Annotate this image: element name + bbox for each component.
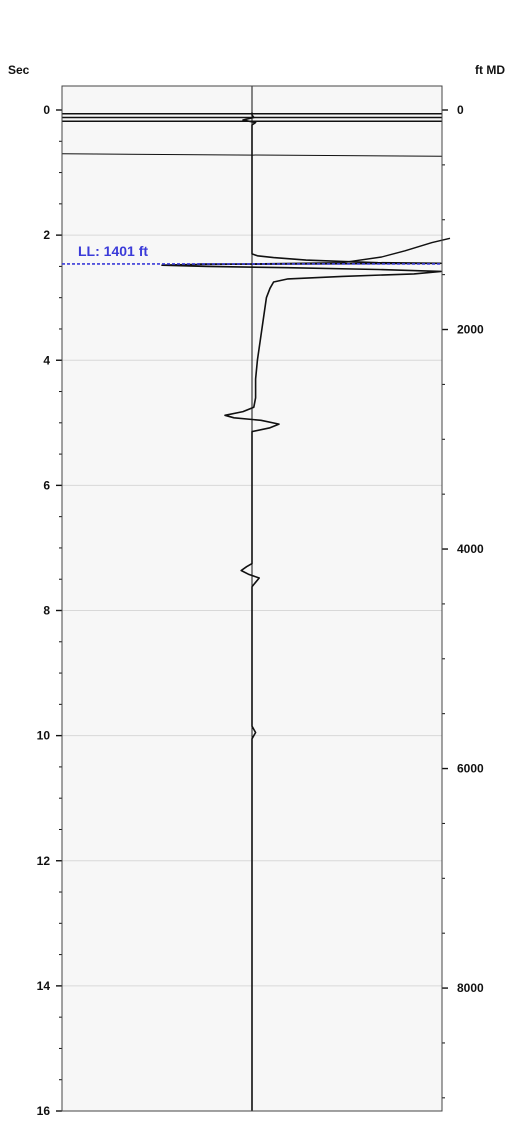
right-tick-label-8000: 8000: [457, 981, 484, 995]
ll-marker-label: LL: 1401 ft: [78, 243, 148, 259]
left-tick-label-6: 6: [43, 478, 50, 492]
plot-frame: [61, 85, 443, 1112]
right-tick-label-4000: 4000: [457, 542, 484, 556]
left-tick-label-14: 14: [37, 979, 51, 993]
left-axis-title: Sec: [8, 63, 30, 77]
left-tick-label-8: 8: [43, 604, 50, 618]
left-tick-label-2: 2: [43, 228, 50, 242]
left-tick-label-16: 16: [37, 1104, 51, 1118]
right-tick-label-2000: 2000: [457, 323, 484, 337]
trace-series-0: [161, 112, 442, 1111]
right-tick-label-0: 0: [457, 103, 464, 117]
left-tick-label-4: 4: [43, 353, 50, 367]
left-tick-label-12: 12: [37, 854, 51, 868]
left-tick-label-10: 10: [37, 729, 51, 743]
right-axis-ticks: 0 2000 4000 6000 8000: [442, 103, 484, 1099]
right-axis-title: ft MD: [475, 63, 505, 77]
left-axis-ticks: 0 2 4 6 8 10 12 14 16: [37, 103, 62, 1118]
right-tick-label-6000: 6000: [457, 762, 484, 776]
left-tick-label-0: 0: [43, 103, 50, 117]
